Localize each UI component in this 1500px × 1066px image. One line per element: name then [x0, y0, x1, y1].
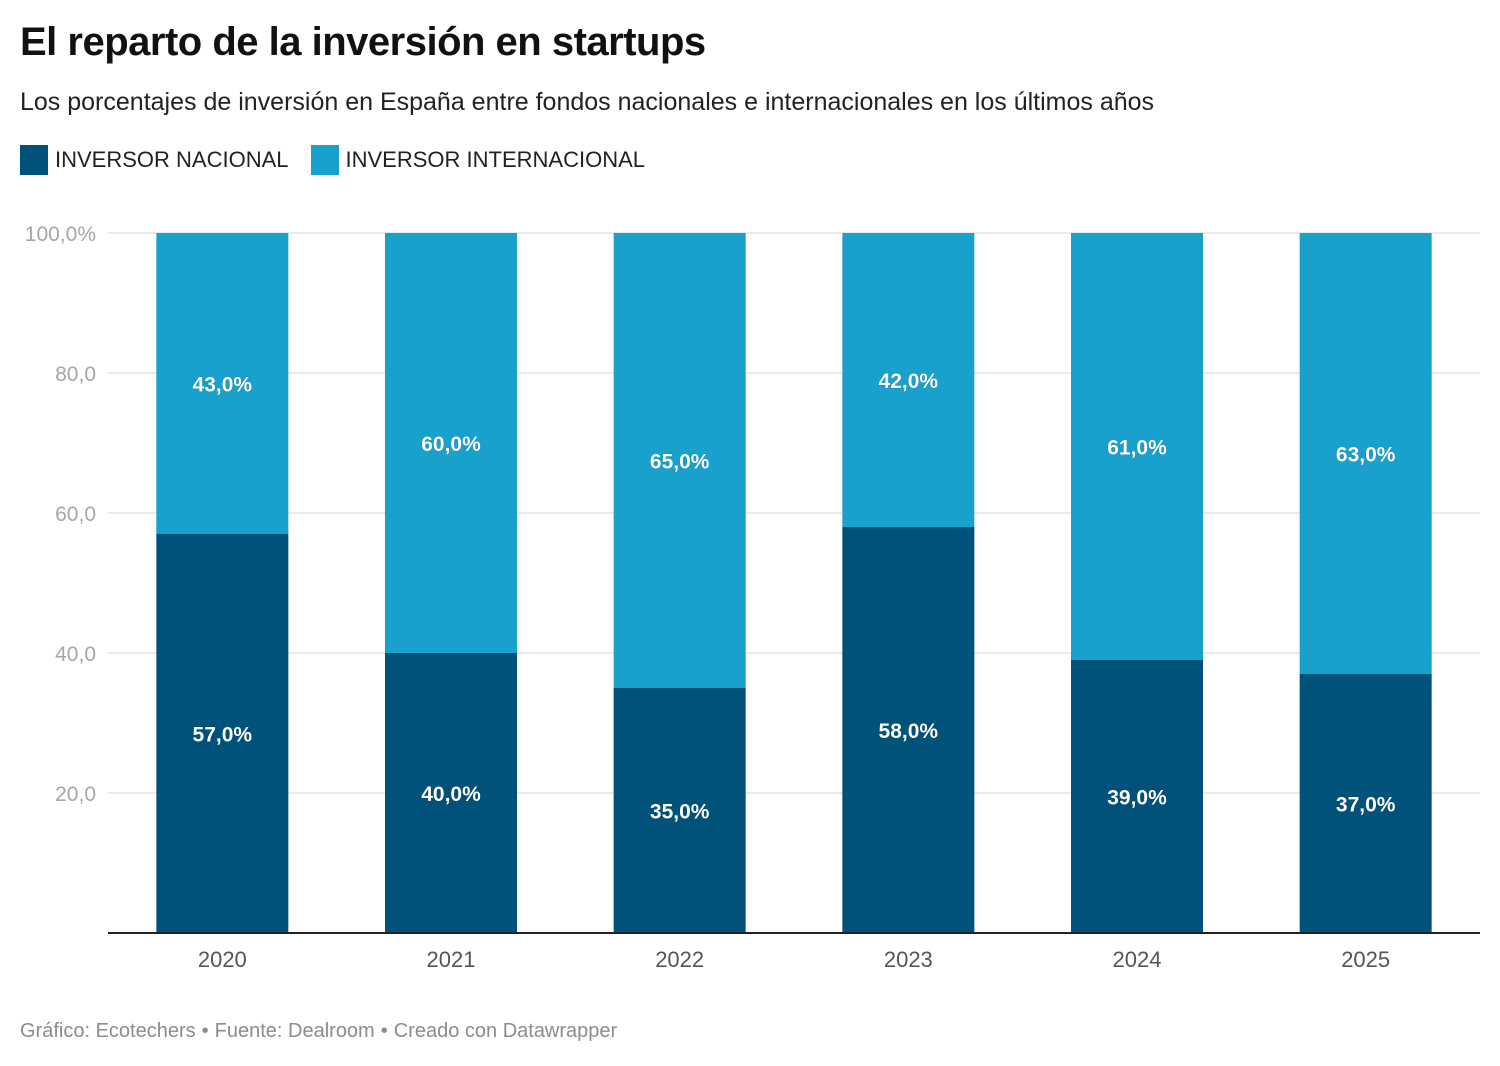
legend-swatch-internacional: [310, 145, 339, 175]
legend: INVERSOR NACIONAL INVERSOR INTERNACIONAL: [20, 145, 667, 175]
bar-internacional-2021: [385, 233, 517, 653]
bar-nacional-2025: [1299, 674, 1432, 933]
data-label-nacional-2025: 37,0%: [1336, 794, 1396, 817]
footer-source: Fuente: Dealroom: [214, 1020, 375, 1042]
footer-separator: •: [201, 1020, 209, 1042]
y-tick-label: 40,0: [55, 643, 96, 666]
data-label-internacional-2021: 60,0%: [421, 433, 481, 456]
data-label-nacional-2020: 57,0%: [193, 724, 253, 747]
data-label-internacional-2020: 43,0%: [193, 374, 253, 397]
bar-internacional-2023: [842, 233, 975, 527]
y-tick-label: 20,0: [55, 783, 96, 806]
bar-internacional-2024: [1071, 233, 1203, 660]
footer-created-with: Creado con Datawrapper: [393, 1020, 618, 1042]
legend-item-nacional: INVERSOR NACIONAL: [20, 145, 289, 175]
y-tick-label: 60,0: [55, 503, 96, 526]
bar-nacional-2022: [613, 688, 746, 933]
footer: Gráfico: Ecotechers • Fuente: Dealroom • Cre…: [20, 1020, 617, 1043]
data-label-nacional-2022: 35,0%: [650, 801, 710, 824]
x-tick-label: 2024: [1113, 947, 1162, 972]
legend-label-internacional: INVERSOR INTERNACIONAL: [345, 147, 646, 172]
chart-subtitle: Los porcentajes de inversión en España e…: [20, 88, 1155, 116]
y-tick-label: 80,0: [55, 363, 96, 386]
bar-nacional-2023: [842, 527, 975, 933]
bar-nacional-2020: [156, 534, 289, 933]
bar-internacional-2025: [1299, 233, 1432, 674]
legend-label-nacional: INVERSOR NACIONAL: [55, 147, 289, 172]
data-label-nacional-2021: 40,0%: [421, 783, 481, 806]
x-tick-label: 2021: [427, 947, 476, 972]
y-tick-label: 100,0%: [25, 223, 96, 246]
x-tick-label: 2023: [884, 947, 933, 972]
data-label-internacional-2025: 63,0%: [1336, 444, 1396, 467]
x-tick-label: 2020: [198, 947, 247, 972]
legend-item-internacional: INVERSOR INTERNACIONAL: [310, 145, 646, 175]
bar-nacional-2021: [385, 653, 517, 933]
data-label-nacional-2024: 39,0%: [1107, 787, 1167, 810]
data-label-internacional-2023: 42,0%: [879, 370, 939, 393]
stacked-bar-chart: 20,0 40,0 60,0 80,0 100,0% 57,0% 43,0% 2020 40,0…: [25, 223, 1480, 972]
legend-swatch-nacional: [20, 145, 48, 175]
data-label-internacional-2024: 61,0%: [1107, 437, 1167, 460]
x-tick-label: 2022: [655, 947, 704, 972]
bar-internacional-2020: [156, 233, 289, 534]
chart-title: El reparto de la inversión en startups: [20, 20, 706, 64]
bar-internacional-2022: [613, 233, 746, 688]
x-tick-label: 2025: [1341, 947, 1390, 972]
data-label-internacional-2022: 65,0%: [650, 451, 710, 474]
bar-nacional-2024: [1071, 660, 1203, 933]
footer-separator: •: [380, 1020, 388, 1042]
data-label-nacional-2023: 58,0%: [879, 720, 939, 743]
footer-graphic-credit: Gráfico: Ecotechers: [20, 1020, 196, 1042]
